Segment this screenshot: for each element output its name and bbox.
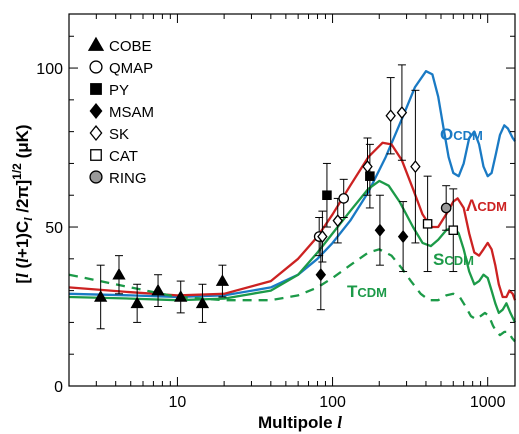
- model-label-scdm: SCDM: [433, 250, 474, 269]
- legend-marker-cobe: [87, 36, 105, 51]
- point-qmap-1: [338, 193, 350, 204]
- legend-label-cobe: COBE: [109, 38, 152, 55]
- curve-tcdm: [68, 248, 516, 343]
- plot-frame: [68, 13, 516, 387]
- point-sk-5: [410, 160, 421, 174]
- legend-marker-msam: [89, 102, 103, 120]
- y-tick-label-50: 50: [45, 220, 63, 237]
- point-sk-0: [317, 230, 328, 244]
- point-cobe-6: [215, 274, 230, 286]
- point-ring-0: [440, 202, 452, 214]
- point-py-0: [322, 190, 332, 201]
- legend-marker-qmap: [89, 60, 103, 74]
- curve-cdm: [68, 141, 517, 301]
- point-sk-2: [362, 160, 373, 174]
- point-cat-1: [448, 225, 459, 235]
- svg-text:[l (l+1)Cl /2π]1/2 (μK): [l (l+1)Cl /2π]1/2 (μK): [10, 124, 35, 283]
- legend-label-cat: CAT: [109, 148, 138, 165]
- legend-marker-cat: [90, 149, 102, 161]
- x-tick-label-10: 10: [169, 394, 187, 411]
- data-markers: [94, 106, 459, 309]
- model-label-ocdm: OCDM: [440, 125, 483, 144]
- legend-label-qmap: QMAP: [109, 60, 153, 77]
- model-labels: OCDM ΛCDM SCDM TCDM: [347, 125, 507, 301]
- legend: COBE QMAP PY MSAM SK CAT RING: [87, 36, 154, 187]
- model-label-cdm: ΛCDM: [466, 196, 507, 215]
- point-cobe-2: [130, 296, 144, 309]
- legend-label-msam: MSAM: [109, 104, 154, 121]
- model-label-tcdm: TCDM: [347, 282, 387, 301]
- x-tick-label-1000: 1000: [470, 394, 506, 411]
- legend-marker-ring: [89, 170, 103, 184]
- curve-scdm: [68, 179, 517, 323]
- point-cobe-1: [112, 267, 126, 280]
- legend-label-py: PY: [109, 82, 129, 99]
- curve-ocdm: [68, 70, 516, 299]
- legend-label-sk: SK: [109, 126, 129, 143]
- x-axis-label: Multipole l: [258, 413, 342, 432]
- point-cobe-4: [174, 290, 188, 302]
- point-sk-1: [332, 214, 343, 228]
- point-sk-3: [385, 109, 396, 123]
- y-tick-label-100: 100: [36, 61, 63, 78]
- point-cat-0: [422, 219, 433, 229]
- point-msam-2: [397, 230, 409, 244]
- point-cobe-0: [94, 290, 108, 302]
- point-msam-1: [374, 223, 386, 237]
- error-bars: [96, 64, 458, 330]
- x-tick-label-100: 100: [319, 394, 346, 411]
- legend-label-ring: RING: [109, 170, 147, 187]
- y-tick-label-0: 0: [54, 379, 63, 396]
- y-axis-label: [l (l+1)Cl /2π]1/2 (μK): [10, 124, 35, 283]
- point-cobe-5: [195, 296, 210, 309]
- point-msam-0: [315, 268, 327, 282]
- legend-marker-py: [90, 83, 102, 95]
- model-curves: [68, 70, 517, 343]
- legend-marker-sk: [89, 124, 103, 142]
- point-py-1: [365, 171, 375, 181]
- axes: 0 50 100 10 100 1000 Multipole l [l (l+1)Cl /2π…: [10, 13, 516, 432]
- point-sk-4: [396, 106, 408, 120]
- point-cobe-3: [151, 283, 165, 296]
